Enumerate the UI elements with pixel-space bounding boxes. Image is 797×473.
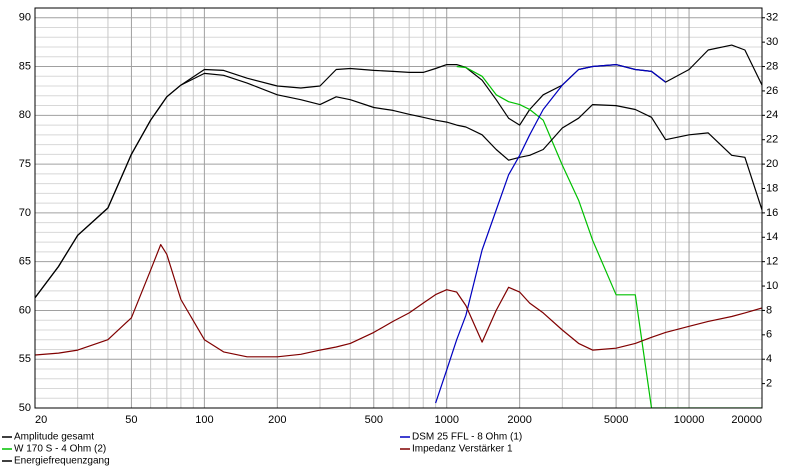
grid <box>34 8 763 409</box>
y-tick-label: 90 <box>19 12 31 24</box>
legend-label: Energiefrequenzgang <box>14 456 110 467</box>
y2-tick-label: 32 <box>766 12 778 24</box>
y2-tick-label: 24 <box>766 109 778 121</box>
y2-tick-label: 28 <box>766 60 778 72</box>
y-tick-label: 70 <box>19 207 31 219</box>
y2-tick-label: 16 <box>766 207 778 219</box>
y-tick-label: 85 <box>19 60 31 72</box>
legend-label: DSM 25 FFL - 8 Ohm (1) <box>412 432 522 443</box>
y2-tick-label: 4 <box>766 353 772 365</box>
x-tick-label: 200 <box>268 414 286 426</box>
y2-tick-label: 14 <box>766 231 778 243</box>
y2-tick-label: 8 <box>766 304 772 316</box>
y2-tick-label: 26 <box>766 85 778 97</box>
legend-label: Amplitude gesamt <box>14 432 94 443</box>
y2-tick-label: 12 <box>766 256 778 268</box>
y2-tick-label: 30 <box>766 36 778 48</box>
x-tick-label: 50 <box>125 414 137 426</box>
labels: 50 55 60 65 70 75 80 85 90 20 50 100 200 500 1000 2000 5… <box>19 12 779 426</box>
lines <box>35 44 762 408</box>
y2-tick-label: 2 <box>766 378 772 390</box>
y-tick-label: 50 <box>19 402 31 414</box>
x-tick-label: 100 <box>195 414 213 426</box>
plot-area <box>35 8 762 408</box>
y-tick-label: 55 <box>19 353 31 365</box>
series-line <box>435 63 666 404</box>
legend-label: W 170 S - 4 Ohm (2) <box>14 444 106 455</box>
x-tick-label: 500 <box>365 414 383 426</box>
x-tick-label: 20000 <box>731 414 762 426</box>
y-tick-label: 65 <box>19 256 31 268</box>
x-tick-label: 5000 <box>604 414 628 426</box>
y2-tick-label: 20 <box>766 158 778 170</box>
x-tick-label: 1000 <box>434 414 458 426</box>
y-tick-label: 75 <box>19 158 31 170</box>
y2-tick-label: 22 <box>766 134 778 146</box>
x-tick-label: 10000 <box>674 414 705 426</box>
y-tick-label: 80 <box>19 109 31 121</box>
plot-frame <box>34 7 763 409</box>
y2-tick-label: 10 <box>766 280 778 292</box>
legend-label: Impedanz Verstärker 1 <box>412 444 513 455</box>
x-tick-label: 20 <box>35 414 47 426</box>
series-line <box>35 244 762 358</box>
series-line <box>35 72 762 299</box>
series-line <box>456 65 762 408</box>
y2-tick-label: 18 <box>766 182 778 194</box>
y2-tick-label: 6 <box>766 329 772 341</box>
x-tick-label: 2000 <box>507 414 531 426</box>
y-tick-label: 60 <box>19 304 31 316</box>
